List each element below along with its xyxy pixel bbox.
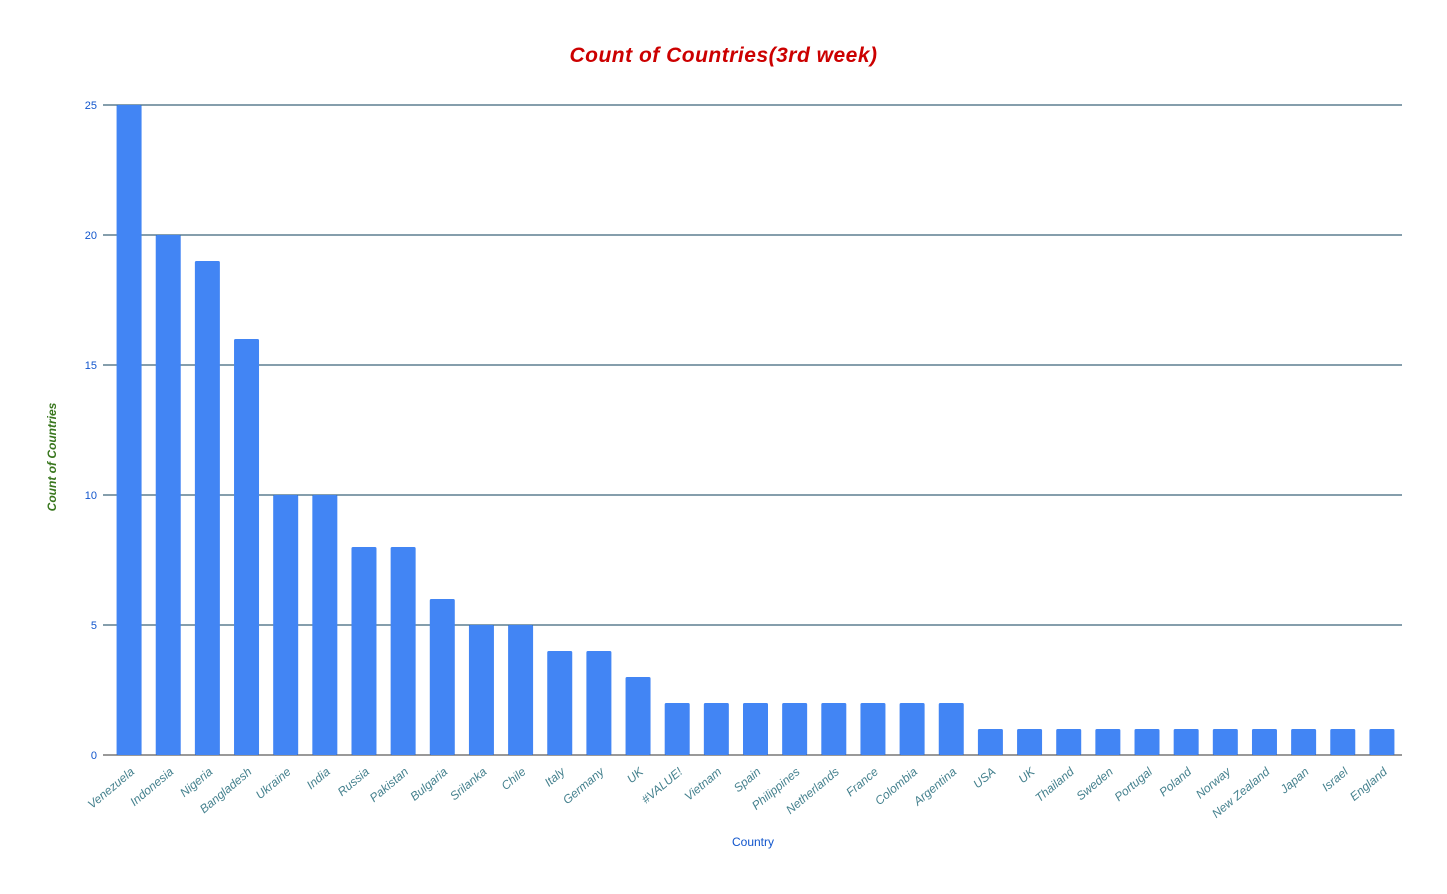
- x-tick-label: Ukraine: [253, 764, 294, 802]
- y-axis-ticks: 0 5 10 15 20 25: [85, 100, 97, 762]
- x-tick-label: England: [1347, 764, 1390, 803]
- bar: [664, 703, 690, 755]
- bar: [703, 703, 729, 755]
- bar: [273, 495, 299, 755]
- x-tick-label: Srilanka: [447, 764, 489, 803]
- bar: [977, 729, 1003, 755]
- x-axis-label: Country: [731, 835, 775, 849]
- bar: [1212, 729, 1238, 755]
- bar: [1134, 729, 1160, 755]
- x-tick-label: Indonesia: [127, 764, 176, 808]
- y-tick-label: 10: [85, 490, 97, 502]
- x-tick-label: Spain: [731, 764, 764, 795]
- bar: [1369, 729, 1395, 755]
- x-tick-label: Vietnam: [682, 765, 725, 804]
- x-tick-label: Poland: [1156, 764, 1194, 799]
- x-tick-label: Portugal: [1112, 764, 1155, 804]
- x-tick-label: Japan: [1277, 764, 1312, 797]
- bar: [1056, 729, 1082, 755]
- bar: [1330, 729, 1356, 755]
- x-tick-label: UK: [1016, 764, 1039, 786]
- x-tick-label: Venezuela: [85, 764, 137, 811]
- x-tick-label: Germany: [560, 764, 608, 807]
- y-tick-label: 25: [85, 100, 97, 112]
- x-tick-label: Italy: [542, 764, 569, 790]
- bar: [508, 625, 534, 755]
- bar: [782, 703, 808, 755]
- y-tick-label: 0: [91, 750, 97, 762]
- chart-title: Count of Countries(3rd week): [569, 44, 878, 67]
- y-tick-label: 20: [85, 230, 97, 242]
- x-tick-label: Bulgaria: [407, 764, 450, 803]
- bar: [468, 625, 494, 755]
- x-tick-label: Sweden: [1074, 764, 1116, 803]
- y-tick-label: 15: [85, 360, 97, 372]
- bar: [938, 703, 964, 755]
- bar: [194, 261, 220, 755]
- bar: [155, 235, 181, 755]
- bar: [860, 703, 886, 755]
- x-tick-label: Thailand: [1032, 764, 1077, 805]
- x-tick-label: #VALUE!: [639, 764, 686, 806]
- x-tick-label: Argentina: [910, 764, 959, 809]
- x-tick-label: Chile: [499, 764, 529, 793]
- bar: [899, 703, 925, 755]
- x-tick-label: UK: [624, 764, 647, 786]
- bar: [429, 599, 455, 755]
- bar: [625, 677, 651, 755]
- bars: [116, 105, 1395, 755]
- bar: [1017, 729, 1043, 755]
- bar: [1291, 729, 1317, 755]
- bar: [1251, 729, 1277, 755]
- bar: [312, 495, 338, 755]
- bar: [1095, 729, 1121, 755]
- bar: [547, 651, 573, 755]
- x-tick-label: India: [304, 764, 333, 792]
- x-tick-label: Pakistan: [367, 764, 412, 805]
- x-tick-label: USA: [970, 765, 998, 792]
- bar: [743, 703, 768, 755]
- bar: [351, 547, 377, 755]
- bar: [586, 651, 612, 755]
- x-tick-label: Israel: [1319, 764, 1351, 794]
- bar: [234, 339, 260, 755]
- bar: [821, 703, 847, 755]
- bar: [390, 547, 416, 755]
- bar: [116, 105, 142, 755]
- y-tick-label: 5: [91, 620, 97, 632]
- bar: [1173, 729, 1199, 755]
